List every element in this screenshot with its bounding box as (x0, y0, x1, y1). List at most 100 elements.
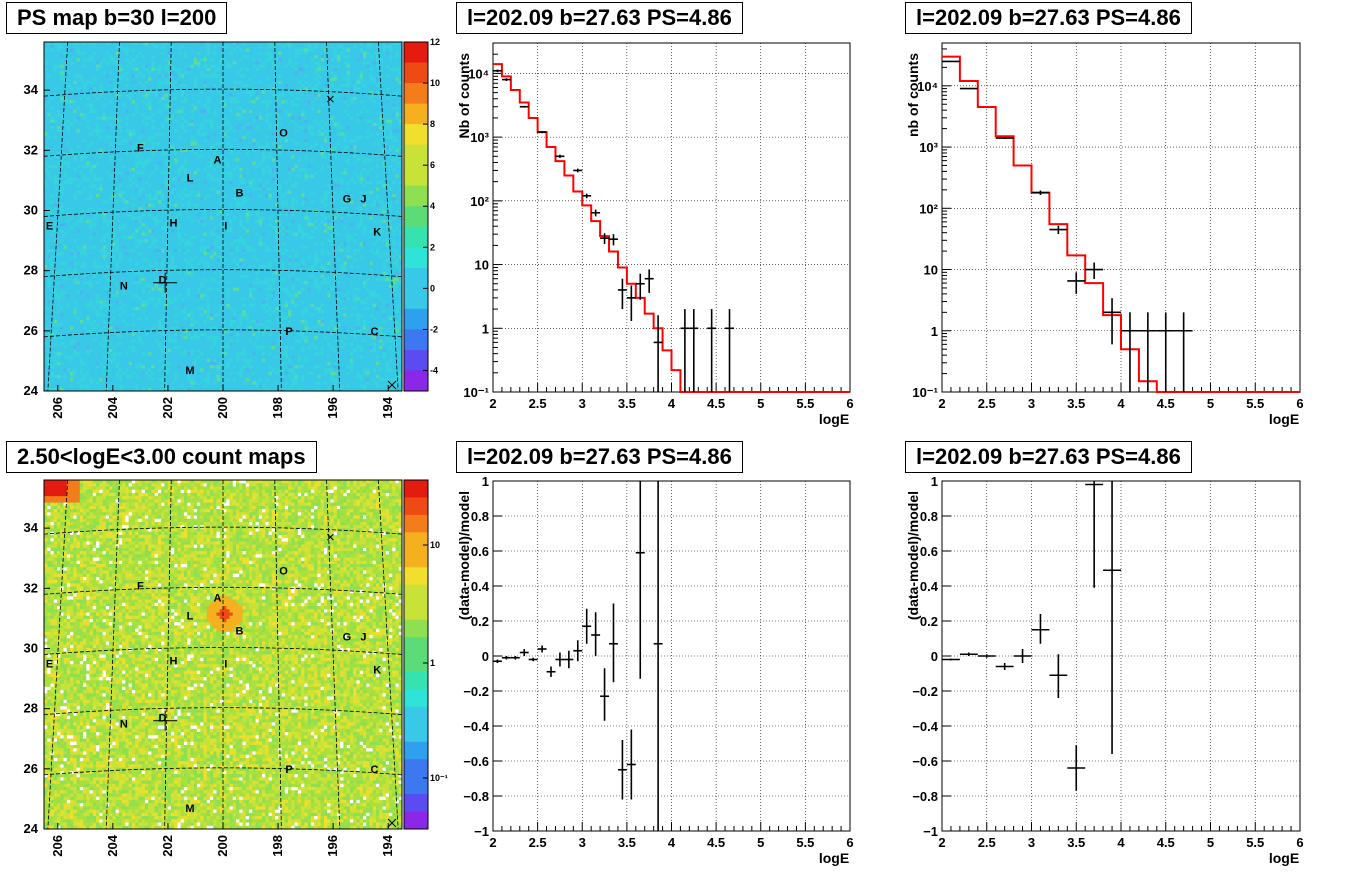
map_top-cell (281, 90, 286, 95)
map_top-cell (379, 100, 383, 104)
map_top-cell (125, 161, 130, 166)
map_top-cell (239, 177, 243, 182)
map_top-cell (271, 161, 276, 166)
map_top-cell (66, 74, 71, 78)
map_top-cell (161, 80, 165, 85)
map_top-cell (157, 54, 162, 59)
map_top-cell (196, 87, 201, 91)
map_top-cell (144, 80, 149, 85)
map_top-cell (297, 106, 302, 111)
map_top-cell (131, 80, 136, 85)
map_top-cell (255, 67, 260, 72)
map_top-cell (288, 171, 292, 175)
map_top-cell (375, 77, 380, 82)
map_top-cell (190, 158, 195, 162)
map_top-cell (138, 168, 143, 172)
map_top-cell (102, 100, 107, 104)
map_top-cell (151, 116, 156, 120)
map_top-cell (320, 155, 325, 159)
map_top-cell (154, 180, 159, 185)
map_top-cell (53, 42, 58, 46)
map_top-cell (255, 45, 260, 49)
map_top-cell (382, 174, 387, 179)
map_top-cell (219, 74, 224, 78)
map_top-cell (265, 84, 269, 88)
map_top-cell (131, 74, 136, 78)
map_top-cell (99, 187, 103, 192)
map_top-cell (187, 67, 191, 72)
map_top-cell (327, 45, 331, 49)
map_top-cell (255, 106, 260, 111)
map_top-cell (102, 142, 107, 146)
map_top-cell (125, 74, 130, 78)
map_top-cell (297, 155, 302, 159)
map_top-cell (151, 187, 156, 192)
map_top-cell (232, 184, 237, 188)
map_top-cell (57, 42, 61, 46)
map_top-cell (242, 126, 247, 130)
map_top-cell (284, 42, 289, 46)
map_top-cell (291, 58, 295, 62)
map_top-cell (53, 180, 58, 185)
map_top-cell (86, 64, 90, 69)
map_top-cell (307, 119, 312, 124)
map_top-cell (301, 67, 305, 72)
map_top-cell (226, 113, 230, 117)
map_top-cell (118, 77, 123, 82)
map_top-cell (369, 100, 374, 104)
map_top-cell (206, 103, 211, 108)
map_top-cell (320, 64, 325, 69)
map_top-cell (366, 74, 370, 78)
map_top-cell (183, 54, 188, 59)
map_top-cell (109, 116, 113, 120)
map_top-cell (180, 180, 185, 185)
map_top-cell (216, 138, 221, 143)
map_top-cell (333, 142, 338, 146)
map_top-cell (307, 142, 312, 146)
map_top-cell (177, 87, 182, 91)
map_top-cell (310, 184, 315, 188)
map_top-cell (177, 67, 182, 72)
map_top-cell (330, 77, 335, 82)
map_top-cell (79, 171, 84, 175)
map_top-cell (353, 158, 357, 162)
map_top-cell (379, 184, 383, 188)
map_top-cell (323, 145, 328, 150)
map_top-cell (118, 80, 123, 85)
map_top-cell (209, 151, 214, 156)
map_top-cell (297, 174, 302, 179)
map_top-cell (281, 106, 286, 111)
map_top-cell (203, 161, 208, 166)
map_top-cell (323, 174, 328, 179)
map_top-cell (314, 45, 318, 49)
map_top-cell (63, 67, 68, 72)
map_top-cell (209, 180, 214, 185)
map_top-cell (288, 77, 292, 82)
map_top-cell (232, 80, 237, 85)
map_top-cell (183, 180, 188, 185)
map_top-cell (392, 100, 396, 104)
map_top-cell (323, 96, 328, 101)
map_top-cell (141, 174, 146, 179)
map_top-cell (343, 177, 348, 182)
map_top-cell (265, 164, 269, 169)
map_top-cell (92, 122, 97, 127)
map_top-cell (336, 168, 341, 172)
map_top-cell (187, 168, 191, 172)
map_top-cell (177, 96, 182, 101)
map_top-cell (99, 45, 103, 49)
map_top-cell (164, 180, 169, 185)
map_top-cell (193, 161, 198, 166)
map_top-cell (255, 90, 260, 95)
map_top-cell (229, 119, 234, 124)
map_top-cell (57, 126, 61, 130)
map_top-cell (209, 90, 214, 95)
map_top-cell (53, 168, 58, 172)
map_top-cell (359, 129, 364, 133)
map_top-cell (258, 77, 263, 82)
map_top-cell (239, 45, 243, 49)
map_top-cell (102, 71, 107, 75)
map_top-cell (79, 106, 84, 111)
map_top-cell (258, 109, 263, 114)
map_top-cell (118, 48, 123, 53)
